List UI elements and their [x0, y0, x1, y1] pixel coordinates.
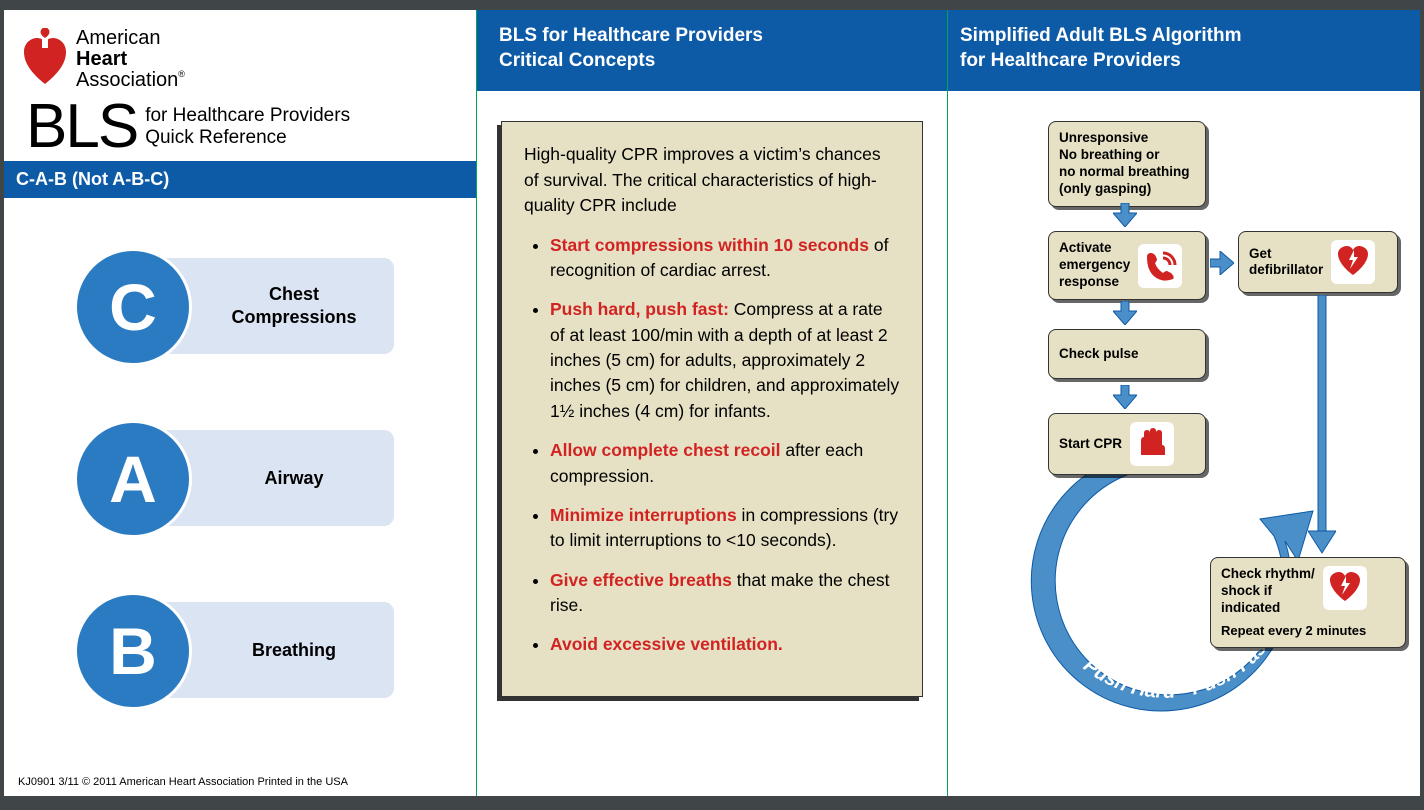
concept-item: Push hard, push fast: Compress at a rate… — [550, 297, 900, 424]
defibrillator-heart-icon — [1331, 240, 1375, 284]
hands-cpr-icon — [1130, 422, 1174, 466]
cab-row-c: Chest Compressions C — [74, 248, 416, 364]
cab-row-b: Breathing B — [74, 592, 416, 708]
header2-line2: Critical Concepts — [499, 50, 655, 71]
node-start-cpr: Start CPR — [1048, 413, 1206, 475]
defibrillator-heart-icon — [1323, 566, 1367, 610]
cab-list: Chest Compressions C Airway A Breathing … — [4, 198, 476, 708]
phone-icon — [1138, 244, 1182, 288]
cab-circle-c: C — [74, 248, 192, 366]
header-algorithm: Simplified Adult BLS Algorithm for Healt… — [948, 10, 1420, 91]
arrow-down-icon — [1113, 203, 1137, 227]
cab-circle-a: A — [74, 420, 192, 538]
node-get-defibrillator: Get defibrillator — [1238, 231, 1398, 293]
header2-line1: BLS for Healthcare Providers — [499, 25, 763, 46]
org-line3: Association — [76, 69, 178, 91]
org-line1: American — [76, 27, 160, 49]
aha-name: American Heart Association® — [76, 28, 185, 91]
panel-middle: BLS for Healthcare Providers Critical Co… — [476, 10, 948, 796]
node-check-pulse: Check pulse — [1048, 329, 1206, 379]
concept-item: Minimize interruptions in compressions (… — [550, 503, 900, 554]
header-critical-concepts: BLS for Healthcare Providers Critical Co… — [477, 10, 947, 91]
repeat-text: Repeat every 2 minutes — [1221, 623, 1395, 639]
concept-item: Give effective breaths that make the che… — [550, 568, 900, 619]
title-big: BLS — [26, 99, 137, 155]
page: American Heart Association® BLS for Heal… — [4, 10, 1420, 796]
footer-text: KJ0901 3/11 © 2011 American Heart Associ… — [18, 776, 348, 788]
bls-title-block: BLS for Healthcare Providers Quick Refer… — [4, 91, 476, 155]
algorithm-diagram: Unresponsive No breathing or no normal b… — [948, 91, 1420, 771]
cab-circle-b: B — [74, 592, 192, 710]
arrow-right-icon — [1210, 251, 1234, 275]
heart-torch-icon — [22, 28, 68, 91]
concepts-intro: High-quality CPR improves a victim’s cha… — [524, 142, 900, 218]
arrow-down-icon — [1113, 385, 1137, 409]
concepts-list: Start compressions within 10 seconds of … — [524, 233, 900, 658]
node-unresponsive: Unresponsive No breathing or no normal b… — [1048, 121, 1206, 207]
cab-row-a: Airway A — [74, 420, 416, 536]
title-sub: for Healthcare Providers Quick Reference — [145, 99, 350, 149]
concept-item: Allow complete chest recoil after each c… — [550, 438, 900, 489]
header3-line2: for Healthcare Providers — [960, 50, 1181, 71]
title-sub1: for Healthcare Providers — [145, 105, 350, 126]
arrow-long-down-icon — [1308, 295, 1336, 560]
cab-strip: C-A-B (Not A-B-C) — [4, 161, 476, 198]
aha-logo-block: American Heart Association® — [4, 10, 476, 91]
arrow-down-icon — [1113, 301, 1137, 325]
title-sub2: Quick Reference — [145, 127, 287, 148]
concept-item: Start compressions within 10 seconds of … — [550, 233, 900, 284]
concept-item: Avoid excessive ventilation. — [550, 632, 900, 657]
org-line2: Heart — [76, 49, 185, 70]
panel-left: American Heart Association® BLS for Heal… — [4, 10, 476, 796]
concepts-box: High-quality CPR improves a victim’s cha… — [501, 121, 923, 696]
panel-right: Simplified Adult BLS Algorithm for Healt… — [948, 10, 1420, 796]
node-activate-emergency: Activate emergency response — [1048, 231, 1206, 300]
header3-line1: Simplified Adult BLS Algorithm — [960, 25, 1241, 46]
node-check-rhythm: Check rhythm/ shock if indicated Repeat … — [1210, 557, 1406, 648]
